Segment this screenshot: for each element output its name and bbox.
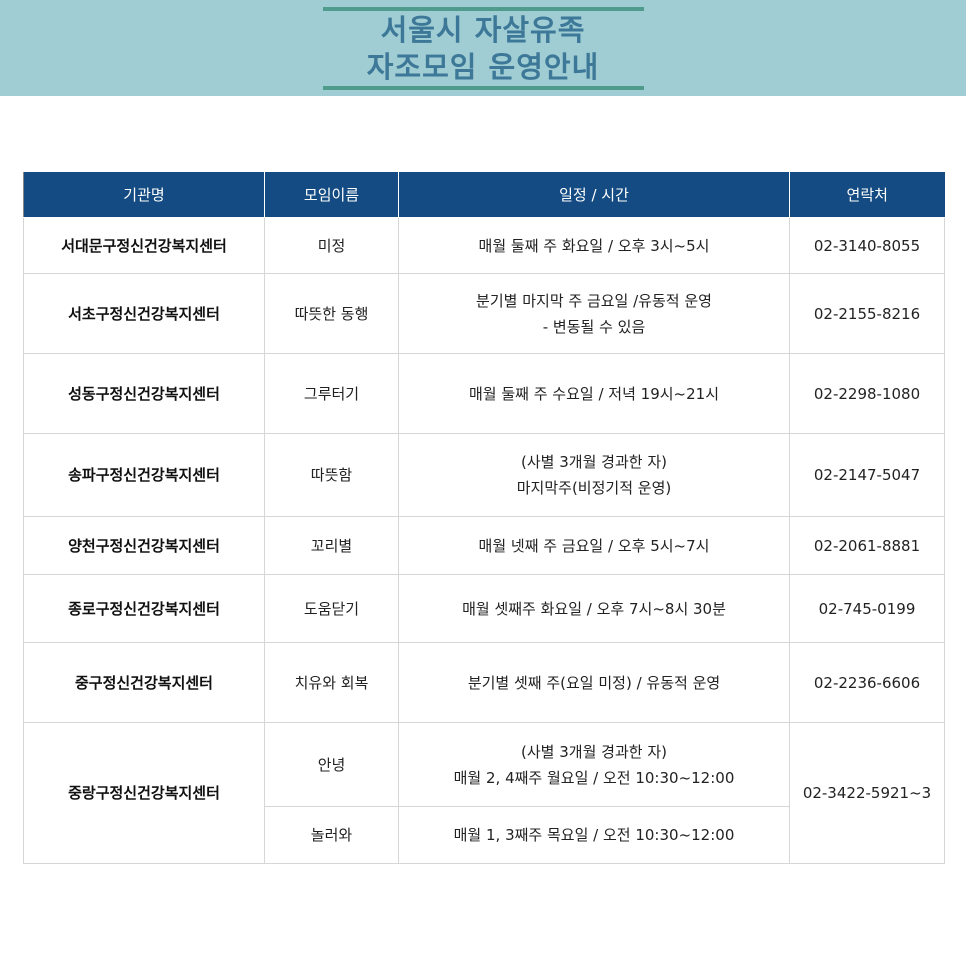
table-row: 중랑구정신건강복지센터 안녕 (사별 3개월 경과한 자) 매월 2, 4째주 월요일… bbox=[23, 722, 945, 864]
schedule: 분기별 셋째 주(요일 미정) / 유동적 운영 bbox=[398, 642, 790, 723]
schedule: (사별 3개월 경과한 자) 마지막주(비정기적 운영) bbox=[398, 433, 790, 517]
org-name: 송파구정신건강복지센터 bbox=[23, 433, 265, 517]
group-name: 도움닫기 bbox=[264, 574, 399, 643]
table-row: 송파구정신건강복지센터 따뜻함 (사별 3개월 경과한 자) 마지막주(비정기적 운영… bbox=[23, 433, 945, 517]
table-row: 양천구정신건강복지센터 꼬리별 매월 넷째 주 금요일 / 오후 5시~7시 02-2… bbox=[23, 516, 945, 575]
org-name: 종로구정신건강복지센터 bbox=[23, 574, 265, 643]
schedule: 매월 셋째주 화요일 / 오후 7시~8시 30분 bbox=[398, 574, 790, 643]
table-row: 서대문구정신건강복지센터 미정 매월 둘째 주 화요일 / 오후 3시~5시 02-3… bbox=[23, 217, 945, 274]
group-name: 따뜻함 bbox=[264, 433, 399, 517]
group-name: 미정 bbox=[264, 217, 399, 274]
schedule-line: (사별 3개월 경과한 자) bbox=[521, 453, 667, 471]
divider bbox=[323, 86, 644, 90]
schedule: 매월 둘째 주 수요일 / 저녁 19시~21시 bbox=[398, 353, 790, 434]
schedule: 매월 1, 3째주 목요일 / 오전 10:30~12:00 bbox=[398, 806, 790, 864]
group-name: 치유와 회복 bbox=[264, 642, 399, 723]
schedule-line: 매월 셋째주 화요일 / 오후 7시~8시 30분 bbox=[462, 599, 726, 618]
schedule: (사별 3개월 경과한 자) 매월 2, 4째주 월요일 / 오전 10:30~1… bbox=[398, 722, 790, 807]
group-name: 그루터기 bbox=[264, 353, 399, 434]
contact-phone: 02-3140-8055 bbox=[789, 217, 945, 274]
org-name: 양천구정신건강복지센터 bbox=[23, 516, 265, 575]
schedule-line: 매월 둘째 주 수요일 / 저녁 19시~21시 bbox=[468, 384, 719, 403]
schedule-line: 분기별 셋째 주(요일 미정) / 유동적 운영 bbox=[467, 673, 721, 692]
contact-phone: 02-2147-5047 bbox=[789, 433, 945, 517]
contact-phone: 02-2155-8216 bbox=[789, 273, 945, 354]
table-row: 중구정신건강복지센터 치유와 회복 분기별 셋째 주(요일 미정) / 유동적 운영… bbox=[23, 642, 945, 723]
contact-phone: 02-745-0199 bbox=[789, 574, 945, 643]
column-header: 연락처 bbox=[789, 172, 945, 218]
table-row: 종로구정신건강복지센터 도움닫기 매월 셋째주 화요일 / 오후 7시~8시 30분… bbox=[23, 574, 945, 643]
group-name: 꼬리별 bbox=[264, 516, 399, 575]
group-name: 놀러와 bbox=[264, 806, 399, 864]
contact-phone: 02-2236-6606 bbox=[789, 642, 945, 723]
contact-phone: 02-2061-8881 bbox=[789, 516, 945, 575]
group-name: 따뜻한 동행 bbox=[264, 273, 399, 354]
schedule-line: 매월 넷째 주 금요일 / 오후 5시~7시 bbox=[478, 536, 710, 555]
table-row: 성동구정신건강복지센터 그루터기 매월 둘째 주 수요일 / 저녁 19시~21시 0… bbox=[23, 353, 945, 434]
column-header: 기관명 bbox=[23, 172, 265, 218]
org-name: 성동구정신건강복지센터 bbox=[23, 353, 265, 434]
schedule-line: - 변동될 수 있음 bbox=[542, 317, 646, 336]
title-banner: 서울시 자살유족 자조모임 운영안내 bbox=[0, 0, 966, 96]
org-name: 중구정신건강복지센터 bbox=[23, 642, 265, 723]
schedule-line: 매월 2, 4째주 월요일 / 오전 10:30~12:00 bbox=[453, 768, 735, 787]
page-title-line1: 서울시 자살유족 bbox=[380, 13, 586, 47]
schedule: 매월 넷째 주 금요일 / 오후 5시~7시 bbox=[398, 516, 790, 575]
column-header: 일정 / 시간 bbox=[398, 172, 790, 218]
group-name: 안녕 bbox=[264, 722, 399, 807]
schedule-line: 분기별 마지막 주 금요일 /유동적 운영 bbox=[476, 291, 712, 310]
org-name: 서대문구정신건강복지센터 bbox=[23, 217, 265, 274]
schedule-line: 마지막주(비정기적 운영) bbox=[516, 479, 672, 497]
org-name: 중랑구정신건강복지센터 bbox=[23, 722, 265, 864]
table-row: 놀러와 매월 1, 3째주 목요일 / 오전 10:30~12:00 bbox=[24, 806, 945, 864]
schedule-line: 매월 1, 3째주 목요일 / 오전 10:30~12:00 bbox=[453, 826, 735, 844]
contact-phone: 02-3422-5921~3 bbox=[789, 722, 945, 864]
column-header: 모임이름 bbox=[264, 172, 399, 218]
page-title-line2: 자조모임 운영안내 bbox=[366, 50, 600, 84]
schedule: 분기별 마지막 주 금요일 /유동적 운영 - 변동될 수 있음 bbox=[398, 273, 790, 354]
table-row: 서초구정신건강복지센터 따뜻한 동행 분기별 마지막 주 금요일 /유동적 운영 - … bbox=[23, 273, 945, 354]
contact-phone: 02-2298-1080 bbox=[789, 353, 945, 434]
org-name: 서초구정신건강복지센터 bbox=[23, 273, 265, 354]
divider bbox=[323, 7, 644, 11]
schedule-line: (사별 3개월 경과한 자) bbox=[521, 742, 667, 761]
schedule: 매월 둘째 주 화요일 / 오후 3시~5시 bbox=[398, 217, 790, 274]
schedule-line: 매월 둘째 주 화요일 / 오후 3시~5시 bbox=[478, 236, 710, 255]
